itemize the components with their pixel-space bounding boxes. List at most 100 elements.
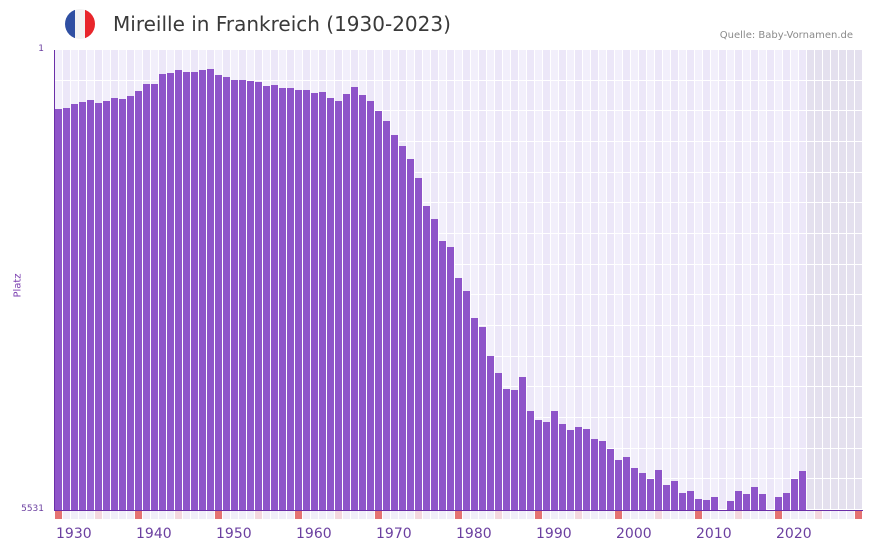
bar-1951[interactable]	[223, 77, 230, 510]
bar-1984[interactable]	[487, 355, 494, 510]
bar-1963[interactable]	[319, 92, 326, 510]
bar-2023[interactable]	[799, 470, 806, 510]
bar-1935[interactable]	[95, 102, 102, 510]
bar-1997[interactable]	[591, 438, 598, 510]
bar-1981[interactable]	[463, 290, 470, 510]
grid-cell	[703, 418, 710, 448]
bar-2008[interactable]	[679, 492, 686, 510]
bar-1990[interactable]	[535, 419, 542, 510]
grid-cell	[767, 326, 774, 356]
bar-2017[interactable]	[751, 486, 758, 510]
bar-2003[interactable]	[639, 472, 646, 510]
bar-2015[interactable]	[735, 490, 742, 510]
bar-2016[interactable]	[743, 493, 750, 510]
bar-1934[interactable]	[87, 99, 94, 510]
bar-1965[interactable]	[335, 100, 342, 510]
bar-2018[interactable]	[759, 493, 766, 510]
bar-1945[interactable]	[175, 70, 182, 510]
bar-1953[interactable]	[239, 80, 246, 510]
grid-cell	[543, 264, 550, 295]
bar-2022[interactable]	[791, 478, 798, 510]
bar-1940[interactable]	[135, 91, 142, 510]
bar-1956[interactable]	[263, 86, 270, 510]
bar-1964[interactable]	[327, 97, 334, 510]
bar-2004[interactable]	[647, 478, 654, 510]
bar-2010[interactable]	[695, 498, 702, 510]
bar-1944[interactable]	[167, 73, 174, 510]
bar-1969[interactable]	[367, 100, 374, 510]
bar-1998[interactable]	[599, 440, 606, 510]
grid-cell	[839, 50, 846, 80]
bar-1949[interactable]	[207, 69, 214, 510]
bar-1946[interactable]	[183, 72, 190, 510]
bar-1994[interactable]	[567, 429, 574, 510]
bar-1958[interactable]	[279, 88, 286, 510]
bar-1999[interactable]	[607, 448, 614, 510]
bar-1967[interactable]	[351, 87, 358, 510]
bar-1966[interactable]	[343, 94, 350, 510]
bar-1942[interactable]	[151, 84, 158, 510]
bar-1957[interactable]	[271, 85, 278, 510]
bar-2020[interactable]	[775, 496, 782, 510]
bar-2011[interactable]	[703, 499, 710, 510]
bar-1977[interactable]	[431, 218, 438, 510]
bar-1937[interactable]	[111, 97, 118, 510]
bar-1936[interactable]	[103, 100, 110, 510]
bar-1959[interactable]	[287, 88, 294, 510]
bar-1995[interactable]	[575, 426, 582, 510]
bar-1992[interactable]	[551, 410, 558, 510]
bar-1985[interactable]	[495, 372, 502, 510]
bar-1938[interactable]	[119, 98, 126, 510]
grid-cell	[695, 418, 702, 448]
bar-1983[interactable]	[479, 326, 486, 510]
bar-2002[interactable]	[631, 467, 638, 510]
bar-2005[interactable]	[655, 469, 662, 510]
bar-1974[interactable]	[407, 158, 414, 510]
bar-1968[interactable]	[359, 95, 366, 510]
bar-1975[interactable]	[415, 177, 422, 510]
bar-2006[interactable]	[663, 484, 670, 510]
bar-2009[interactable]	[687, 490, 694, 510]
bar-2012[interactable]	[711, 496, 718, 510]
bar-1978[interactable]	[439, 240, 446, 510]
bar-1955[interactable]	[255, 82, 262, 510]
bar-1988[interactable]	[519, 376, 526, 510]
grid-cell	[639, 50, 646, 80]
bar-1972[interactable]	[391, 134, 398, 510]
bar-1989[interactable]	[527, 410, 534, 510]
bar-1962[interactable]	[311, 93, 318, 510]
bar-1947[interactable]	[191, 72, 198, 510]
bar-1948[interactable]	[199, 70, 206, 510]
bar-1941[interactable]	[143, 84, 150, 510]
bar-1954[interactable]	[247, 81, 254, 510]
bar-2007[interactable]	[671, 480, 678, 510]
bar-1970[interactable]	[375, 110, 382, 510]
bar-1973[interactable]	[399, 145, 406, 510]
bar-1979[interactable]	[447, 246, 454, 510]
bar-1991[interactable]	[543, 421, 550, 510]
bar-1993[interactable]	[559, 423, 566, 510]
bar-1961[interactable]	[303, 90, 310, 510]
grid-cell	[503, 326, 510, 356]
bar-1971[interactable]	[383, 120, 390, 510]
bar-1982[interactable]	[471, 317, 478, 510]
bar-1986[interactable]	[503, 388, 510, 510]
grid-cell	[503, 264, 510, 295]
bar-2021[interactable]	[783, 492, 790, 510]
bar-1943[interactable]	[159, 74, 166, 510]
bar-1987[interactable]	[511, 389, 518, 510]
bar-1933[interactable]	[79, 101, 86, 510]
bar-1931[interactable]	[63, 107, 70, 510]
bar-1932[interactable]	[71, 103, 78, 510]
bar-1980[interactable]	[455, 277, 462, 510]
bar-1930[interactable]	[55, 108, 62, 510]
bar-1960[interactable]	[295, 90, 302, 510]
bar-1939[interactable]	[127, 96, 134, 510]
bar-1976[interactable]	[423, 205, 430, 510]
bar-1950[interactable]	[215, 75, 222, 510]
bar-2014[interactable]	[727, 500, 734, 510]
bar-2001[interactable]	[623, 456, 630, 510]
bar-1996[interactable]	[583, 428, 590, 510]
bar-1952[interactable]	[231, 80, 238, 510]
bar-2000[interactable]	[615, 459, 622, 510]
